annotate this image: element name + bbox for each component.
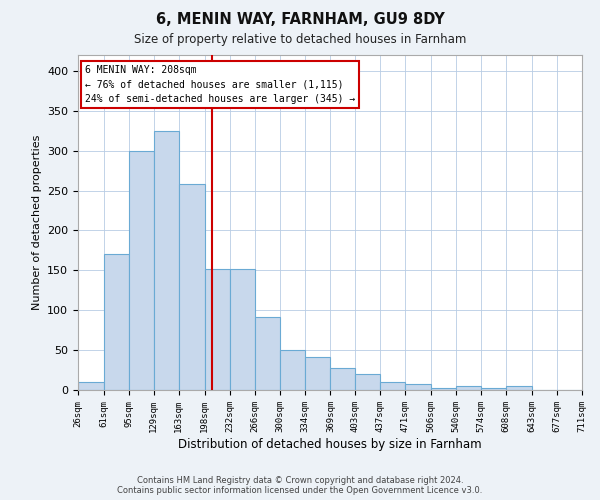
Bar [104, 254, 129, 390]
Bar [205, 269, 230, 390]
Bar [305, 356, 331, 390]
Bar [230, 269, 254, 390]
Y-axis label: Number of detached properties: Number of detached properties [32, 135, 41, 310]
Bar [456, 386, 481, 390]
Bar [154, 131, 179, 390]
Bar [331, 368, 355, 390]
Bar [254, 318, 280, 390]
Bar [380, 382, 406, 390]
Bar [280, 350, 305, 390]
X-axis label: Distribution of detached houses by size in Farnham: Distribution of detached houses by size … [178, 438, 482, 450]
Bar [179, 184, 205, 390]
Bar [406, 384, 431, 390]
Text: 6, MENIN WAY, FARNHAM, GU9 8DY: 6, MENIN WAY, FARNHAM, GU9 8DY [155, 12, 445, 28]
Bar [431, 388, 456, 390]
Text: Contains public sector information licensed under the Open Government Licence v3: Contains public sector information licen… [118, 486, 482, 495]
Text: Contains HM Land Registry data © Crown copyright and database right 2024.: Contains HM Land Registry data © Crown c… [137, 476, 463, 485]
Bar [355, 374, 380, 390]
Bar [129, 150, 154, 390]
Bar [506, 386, 532, 390]
Text: Size of property relative to detached houses in Farnham: Size of property relative to detached ho… [134, 32, 466, 46]
Bar [78, 382, 104, 390]
Bar [481, 388, 506, 390]
Text: 6 MENIN WAY: 208sqm
← 76% of detached houses are smaller (1,115)
24% of semi-det: 6 MENIN WAY: 208sqm ← 76% of detached ho… [85, 64, 355, 104]
